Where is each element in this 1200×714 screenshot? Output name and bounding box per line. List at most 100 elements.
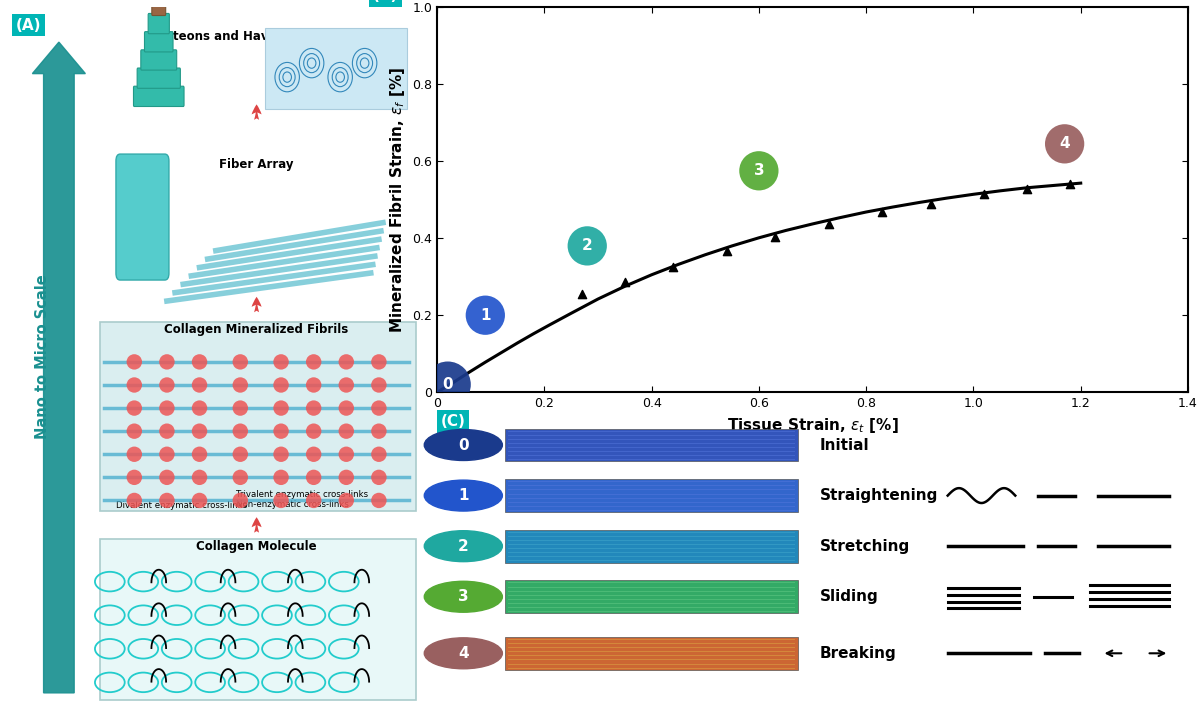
Ellipse shape	[306, 423, 322, 439]
Ellipse shape	[192, 401, 208, 416]
Ellipse shape	[371, 423, 386, 439]
Y-axis label: Mineralized Fibril Strain, $\varepsilon_f$ [%]: Mineralized Fibril Strain, $\varepsilon_…	[388, 66, 407, 333]
Ellipse shape	[371, 401, 386, 416]
Ellipse shape	[233, 493, 248, 508]
Ellipse shape	[160, 377, 175, 393]
Text: Sliding: Sliding	[820, 589, 878, 604]
Point	[475, 309, 494, 321]
FancyBboxPatch shape	[505, 479, 798, 512]
Ellipse shape	[306, 354, 322, 370]
Point	[872, 206, 892, 218]
Ellipse shape	[126, 446, 142, 462]
Point	[820, 218, 839, 229]
Ellipse shape	[274, 470, 289, 485]
Ellipse shape	[306, 377, 322, 393]
Text: 1: 1	[480, 308, 491, 323]
Ellipse shape	[338, 401, 354, 416]
Ellipse shape	[126, 493, 142, 508]
Text: 2: 2	[458, 538, 469, 553]
Ellipse shape	[371, 470, 386, 485]
Text: (A): (A)	[16, 18, 42, 33]
Point	[664, 261, 683, 273]
Text: Fiber Array: Fiber Array	[220, 158, 294, 171]
Point	[766, 232, 785, 243]
Ellipse shape	[338, 470, 354, 485]
Point	[718, 245, 737, 256]
FancyBboxPatch shape	[140, 50, 176, 70]
FancyBboxPatch shape	[505, 530, 798, 563]
Ellipse shape	[233, 446, 248, 462]
FancyBboxPatch shape	[265, 28, 408, 109]
Point	[1055, 138, 1074, 149]
Ellipse shape	[274, 401, 289, 416]
Ellipse shape	[306, 401, 322, 416]
Text: 1: 1	[458, 488, 468, 503]
FancyBboxPatch shape	[505, 637, 798, 670]
Circle shape	[425, 581, 503, 612]
FancyBboxPatch shape	[505, 580, 798, 613]
Text: Trivalent enzymatic cross-links: Trivalent enzymatic cross-links	[236, 490, 368, 499]
Ellipse shape	[371, 354, 386, 370]
Text: 3: 3	[458, 589, 469, 604]
Ellipse shape	[192, 377, 208, 393]
Ellipse shape	[274, 446, 289, 462]
Ellipse shape	[233, 377, 248, 393]
Ellipse shape	[233, 470, 248, 485]
Ellipse shape	[233, 423, 248, 439]
Ellipse shape	[160, 493, 175, 508]
Ellipse shape	[274, 423, 289, 439]
Text: 4: 4	[458, 645, 469, 660]
Ellipse shape	[338, 446, 354, 462]
Ellipse shape	[233, 354, 248, 370]
Ellipse shape	[160, 423, 175, 439]
Ellipse shape	[306, 446, 322, 462]
Point	[1061, 178, 1080, 190]
Ellipse shape	[126, 401, 142, 416]
Ellipse shape	[192, 470, 208, 485]
X-axis label: Tissue Strain, $\varepsilon_t$ [%]: Tissue Strain, $\varepsilon_t$ [%]	[727, 416, 899, 435]
Ellipse shape	[192, 493, 208, 508]
Ellipse shape	[126, 470, 142, 485]
Text: Non-enzymatic cross-links: Non-enzymatic cross-links	[236, 500, 349, 509]
Text: Straightening: Straightening	[820, 488, 938, 503]
FancyBboxPatch shape	[148, 14, 169, 34]
Text: Stretching: Stretching	[820, 538, 911, 553]
Text: 4: 4	[1060, 136, 1070, 151]
Text: (B): (B)	[373, 0, 398, 4]
FancyBboxPatch shape	[100, 322, 415, 511]
Point	[616, 277, 635, 288]
Ellipse shape	[371, 493, 386, 508]
Ellipse shape	[160, 470, 175, 485]
FancyBboxPatch shape	[133, 86, 184, 106]
FancyBboxPatch shape	[116, 154, 169, 280]
Text: Breaking: Breaking	[820, 645, 896, 660]
FancyBboxPatch shape	[137, 68, 180, 89]
FancyBboxPatch shape	[152, 0, 166, 16]
Ellipse shape	[338, 354, 354, 370]
Point	[920, 198, 940, 209]
Circle shape	[425, 480, 503, 511]
Point	[438, 379, 457, 391]
Ellipse shape	[338, 493, 354, 508]
Ellipse shape	[160, 354, 175, 370]
Ellipse shape	[274, 493, 289, 508]
Ellipse shape	[126, 423, 142, 439]
Point	[974, 188, 994, 200]
Text: 3: 3	[754, 164, 764, 178]
Text: (C): (C)	[440, 413, 466, 428]
Circle shape	[425, 430, 503, 461]
FancyBboxPatch shape	[144, 31, 173, 52]
Ellipse shape	[274, 377, 289, 393]
Circle shape	[425, 531, 503, 562]
Text: 0: 0	[458, 438, 469, 453]
Ellipse shape	[192, 446, 208, 462]
Ellipse shape	[160, 401, 175, 416]
Ellipse shape	[371, 377, 386, 393]
Ellipse shape	[233, 401, 248, 416]
Ellipse shape	[338, 377, 354, 393]
FancyArrow shape	[32, 42, 85, 693]
Text: Osteons and Haversian Canals: Osteons and Haversian Canals	[156, 29, 358, 43]
FancyBboxPatch shape	[100, 539, 415, 700]
Ellipse shape	[126, 377, 142, 393]
Ellipse shape	[126, 354, 142, 370]
